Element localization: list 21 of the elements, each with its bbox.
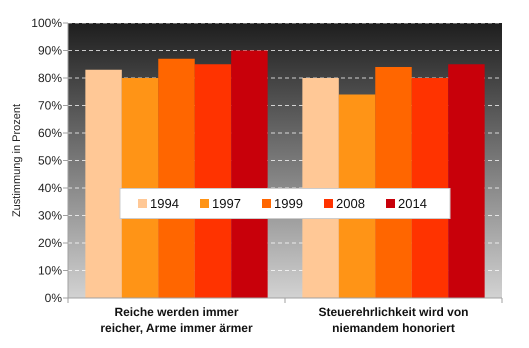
x-tick-label: Reiche werden immer reicher, Arme immer ärmer <box>100 305 253 335</box>
y-tick-label: 70% <box>38 98 62 113</box>
y-tick-label: 30% <box>38 208 62 223</box>
y-tick-label: 50% <box>38 154 62 168</box>
legend-label: 1997 <box>212 196 241 212</box>
bar <box>448 64 485 298</box>
y-tick-label: 100% <box>31 16 62 30</box>
y-tick-label: 20% <box>38 236 62 250</box>
y-tick-label: 40% <box>38 181 62 196</box>
legend-label: 2008 <box>336 196 365 212</box>
x-tick-label: Steuerehrlichkeit wird von niemandem honoriert <box>318 305 469 335</box>
y-tick-label: 60% <box>38 126 62 140</box>
legend-label: 2014 <box>398 196 427 212</box>
y-axis-title: Zustimmung in Prozent <box>11 104 23 218</box>
y-tick-label: 0% <box>44 291 62 306</box>
legend-label: 1994 <box>150 196 179 212</box>
y-tick-label: 90% <box>38 44 62 58</box>
y-tick-label: 80% <box>38 71 62 86</box>
bar <box>85 70 122 298</box>
y-tick-label: 10% <box>38 264 62 278</box>
legend-label: 1999 <box>274 196 303 212</box>
